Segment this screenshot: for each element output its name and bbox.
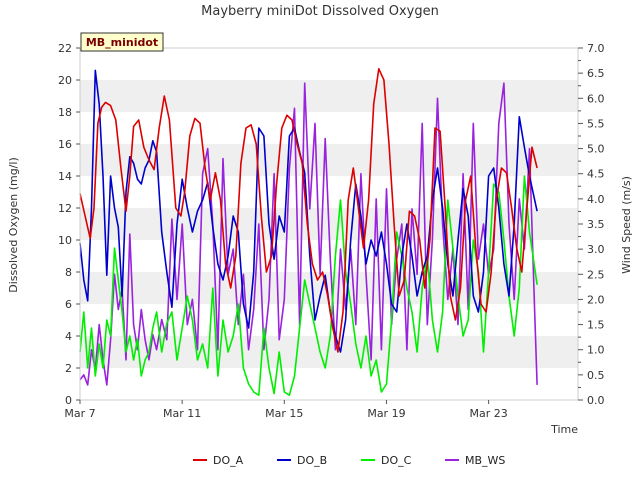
badge: MB_minidot <box>80 32 164 52</box>
legend-label-do-c: DO_C <box>381 454 412 467</box>
y2-tick-label: 3.5 <box>587 218 605 231</box>
y2-tick-label: 6.0 <box>587 92 605 105</box>
chart-title: Mayberry miniDot Dissolved Oxygen <box>201 4 439 19</box>
y-tick-label: 14 <box>58 170 72 183</box>
y2-tick-label: 5.0 <box>587 143 605 156</box>
y2-tick-label: 3.0 <box>587 243 605 256</box>
x-tick-label: Mar 7 <box>64 407 95 420</box>
y2-tick-label: 2.0 <box>587 293 605 306</box>
y-tick-label: 0 <box>65 394 72 407</box>
y2-tick-label: 6.5 <box>587 67 605 80</box>
legend-label-do-b: DO_B <box>297 454 327 467</box>
y2-tick-label: 1.0 <box>587 344 605 357</box>
y-tick-label: 2 <box>65 362 72 375</box>
y2-tick-label: 2.5 <box>587 268 605 281</box>
y-tick-label: 20 <box>58 74 72 87</box>
y2-tick-label: 5.5 <box>587 117 605 130</box>
y-tick-label: 8 <box>65 266 72 279</box>
legend-label-do-a: DO_A <box>213 454 244 467</box>
y-tick-label: 4 <box>65 330 72 343</box>
y-axis-title: Dissolved Oxygen (mg/l) <box>7 157 20 292</box>
bottom-axis: Mar 7 Mar 11 Mar 15 Mar 19 Mar 23 <box>64 400 508 420</box>
y2-tick-label: 0.0 <box>587 394 605 407</box>
y-tick-label: 6 <box>65 298 72 311</box>
x-axis-title: Time <box>550 423 578 436</box>
series-line-do-c <box>79 175 538 397</box>
x-tick-label: Mar 19 <box>367 407 405 420</box>
x-tick-label: Mar 23 <box>469 407 507 420</box>
y2-axis-title: Wind Speed (m/s) <box>620 176 633 274</box>
badge-box <box>80 32 164 52</box>
y2-tick-label: 7.0 <box>587 42 605 55</box>
right-axis: 0.0 0.5 1.0 1.5 2.0 2.5 3.0 3.5 4.0 4.5 5.0 5.5 6.0 6… <box>578 42 605 407</box>
y2-tick-label: 1.5 <box>587 319 605 332</box>
x-tick-label: Mar 11 <box>163 407 201 420</box>
y-tick-label: 18 <box>58 106 72 119</box>
x-tick-label: Mar 15 <box>265 407 303 420</box>
badge-text: MB_minidot <box>86 36 158 49</box>
plot-series <box>79 68 538 397</box>
y-tick-label: 12 <box>58 202 72 215</box>
grid-band <box>80 144 578 176</box>
y-tick-label: 16 <box>58 138 72 151</box>
series-line-do-a <box>79 68 538 353</box>
y2-tick-label: 4.0 <box>587 193 605 206</box>
legend: DO_A DO_B DO_C MB_WS <box>193 454 505 467</box>
left-axis: 0 2 4 6 8 10 12 14 16 18 20 22 <box>58 42 80 407</box>
y-tick-label: 22 <box>58 42 72 55</box>
y-tick-label: 10 <box>58 234 72 247</box>
y2-tick-label: 0.5 <box>587 369 605 382</box>
legend-label-mb-ws: MB_WS <box>465 454 505 467</box>
y2-tick-label: 4.5 <box>587 168 605 181</box>
